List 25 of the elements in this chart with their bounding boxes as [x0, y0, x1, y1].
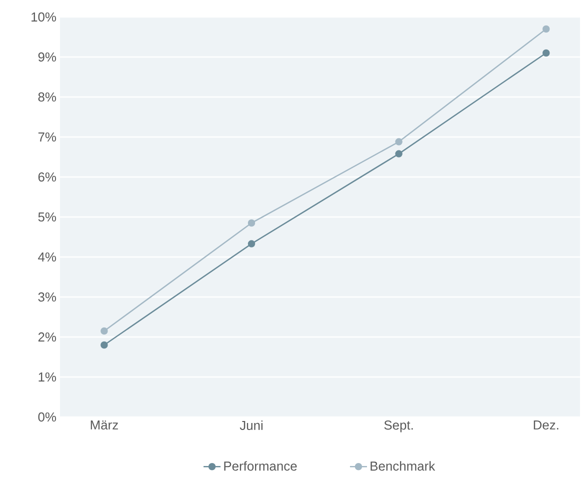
x-tick-label: Dez.: [534, 420, 558, 430]
y-tick-label: 8%: [38, 92, 56, 102]
y-tick-label: 4%: [38, 252, 56, 262]
y-tick-label: 9%: [38, 52, 56, 62]
legend-label: Benchmark: [370, 461, 436, 471]
y-tick-label: 1%: [38, 372, 56, 382]
x-tick-label: Juni: [240, 420, 263, 430]
y-tick-label: 3%: [38, 292, 56, 302]
y-tick-label: 2%: [38, 332, 56, 342]
point: [248, 219, 256, 227]
x-tick-label: März: [90, 420, 118, 430]
point: [395, 138, 402, 146]
y-tick-label: 7%: [38, 132, 56, 142]
y-tick-label: 5%: [38, 212, 56, 222]
point: [395, 150, 402, 158]
legend-label: Performance: [224, 461, 297, 471]
y-tick-label: 0%: [38, 412, 56, 422]
point: [248, 240, 256, 248]
y-tick-label: 6%: [38, 172, 56, 182]
point: [542, 49, 550, 57]
y-tick-label: 10%: [32, 12, 56, 22]
point: [542, 25, 550, 33]
x-tick-label: Sept.: [384, 420, 413, 432]
point: [100, 327, 108, 335]
point: [100, 341, 108, 349]
